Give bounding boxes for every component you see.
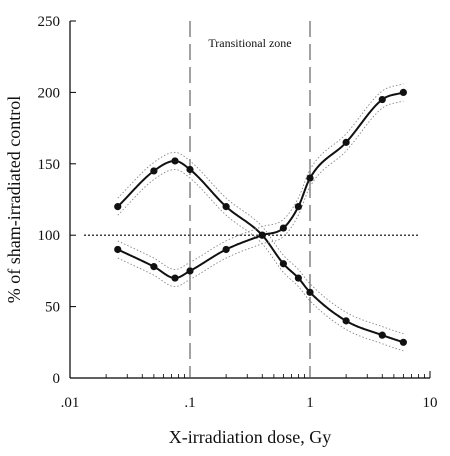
y-tick-label: 200 <box>38 85 61 101</box>
data-point <box>399 338 407 346</box>
x-tick-label: .1 <box>184 395 195 411</box>
confidence-band-upper <box>117 151 404 335</box>
data-point <box>258 231 266 239</box>
y-tick-label: 150 <box>38 157 61 173</box>
confidence-band-lower <box>117 169 404 352</box>
fit-curve <box>117 91 404 280</box>
data-point <box>222 245 230 254</box>
data-point <box>279 224 287 232</box>
data-point <box>150 263 158 271</box>
data-point <box>294 274 302 282</box>
plot-area: 0 50 100 150 200 250 .01 .1 1 10 <box>38 14 438 411</box>
data-point <box>294 203 302 211</box>
x-tick-label: 1 <box>306 395 314 411</box>
confidence-band-upper <box>117 83 404 270</box>
data-point <box>114 203 122 211</box>
y-tick-label: 100 <box>38 228 61 244</box>
data-point <box>342 138 350 146</box>
data-point <box>171 274 179 282</box>
x-axis-title: X-irradiation dose, Gy <box>169 427 331 447</box>
x-tick-label: .01 <box>61 395 80 411</box>
data-point <box>306 174 314 182</box>
data-point <box>186 165 194 174</box>
data-point <box>399 88 407 96</box>
data-point <box>378 95 386 104</box>
y-tick-label: 250 <box>38 14 61 30</box>
confidence-band-lower <box>117 100 404 288</box>
data-point <box>114 245 122 254</box>
y-tick-label: 0 <box>53 371 61 387</box>
data-point <box>186 267 194 275</box>
annotation-transitional-zone: Transitional zone <box>208 36 291 50</box>
data-point <box>171 157 179 165</box>
data-point <box>279 260 287 268</box>
fit-curve <box>117 159 404 344</box>
data-point <box>378 331 386 339</box>
data-point <box>342 317 350 325</box>
data-point <box>150 167 158 175</box>
y-axis-title: % of sham-irradiated control <box>4 96 24 303</box>
x-tick-label: 10 <box>423 395 438 411</box>
y-tick-label: 50 <box>45 300 60 316</box>
data-point <box>222 203 230 211</box>
data-point <box>306 288 314 296</box>
